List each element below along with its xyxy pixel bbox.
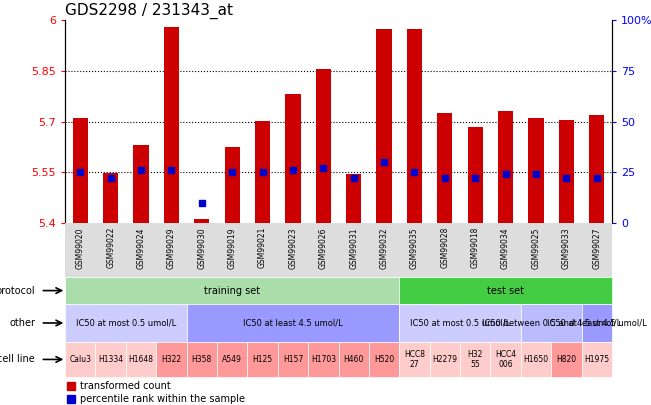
Text: H1334: H1334 [98,355,123,364]
Bar [187,304,399,342]
Text: GSM99033: GSM99033 [562,227,571,269]
Bar [278,342,308,377]
Bar [164,27,179,223]
Bar [339,342,369,377]
Text: GSM99018: GSM99018 [471,227,480,269]
Text: IC50 between 0.5 and 4.5 umol/L: IC50 between 0.5 and 4.5 umol/L [482,318,621,328]
Text: GSM99029: GSM99029 [167,227,176,269]
Bar [551,342,581,377]
Text: GSM99024: GSM99024 [137,227,146,269]
Text: test set: test set [487,286,524,296]
Text: GSM99026: GSM99026 [319,227,328,269]
Bar [369,342,399,377]
Bar [407,29,422,223]
Text: H32
55: H32 55 [467,350,483,369]
Text: H125: H125 [253,355,273,364]
Bar [194,220,210,223]
Bar [581,342,612,377]
Bar [346,174,361,223]
Bar [460,342,490,377]
Text: GSM99032: GSM99032 [380,227,389,269]
Bar [217,342,247,377]
Bar [467,127,483,223]
Text: transformed count: transformed count [81,381,171,391]
Text: GSM99022: GSM99022 [106,227,115,269]
Text: H1703: H1703 [311,355,336,364]
Text: GDS2298 / 231343_at: GDS2298 / 231343_at [65,3,233,19]
Text: H820: H820 [557,355,576,364]
Text: H1975: H1975 [584,355,609,364]
Bar [490,342,521,377]
Text: H1648: H1648 [128,355,154,364]
Bar [65,342,96,377]
Text: GSM99034: GSM99034 [501,227,510,269]
Text: GSM99021: GSM99021 [258,227,267,269]
Text: H2279: H2279 [432,355,458,364]
Text: H460: H460 [344,355,364,364]
Text: percentile rank within the sample: percentile rank within the sample [81,394,245,404]
Bar [399,277,612,304]
Text: IC50 at most 0.5 umol/L: IC50 at most 0.5 umol/L [76,318,176,328]
Text: GSM99028: GSM99028 [440,227,449,269]
Bar [559,120,574,223]
Bar [521,342,551,377]
Bar [308,342,339,377]
Text: H358: H358 [191,355,212,364]
Bar [126,342,156,377]
Text: GSM99035: GSM99035 [410,227,419,269]
Text: GSM99019: GSM99019 [228,227,237,269]
Text: H520: H520 [374,355,395,364]
Bar [133,145,148,223]
Text: Calu3: Calu3 [69,355,91,364]
Text: protocol: protocol [0,286,35,296]
Text: H1650: H1650 [523,355,549,364]
Bar [316,69,331,223]
Text: other: other [9,318,35,328]
Text: H322: H322 [161,355,182,364]
Bar [103,173,118,223]
Bar [581,304,612,342]
Bar [399,342,430,377]
Bar [255,122,270,223]
Text: GSM99025: GSM99025 [531,227,540,269]
Text: cell line: cell line [0,354,35,364]
Text: GSM99020: GSM99020 [76,227,85,269]
Bar [437,113,452,223]
Text: IC50 at least 4.5 umol/L: IC50 at least 4.5 umol/L [547,318,646,328]
Bar [521,304,581,342]
Bar [225,147,240,223]
Text: GSM99031: GSM99031 [349,227,358,269]
Text: GSM99023: GSM99023 [288,227,298,269]
Bar [430,342,460,377]
Text: H157: H157 [283,355,303,364]
Text: GSM99027: GSM99027 [592,227,602,269]
Bar [156,342,187,377]
Text: HCC8
27: HCC8 27 [404,350,425,369]
Bar [285,94,301,223]
Bar [65,304,187,342]
Text: A549: A549 [222,355,242,364]
Text: HCC4
006: HCC4 006 [495,350,516,369]
Text: IC50 at most 0.5 umol/L: IC50 at most 0.5 umol/L [410,318,510,328]
Bar [96,342,126,377]
Text: IC50 at least 4.5 umol/L: IC50 at least 4.5 umol/L [243,318,343,328]
Bar [65,277,399,304]
Bar [73,118,88,223]
Bar [187,342,217,377]
Bar [529,118,544,223]
Bar [399,304,521,342]
Text: GSM99030: GSM99030 [197,227,206,269]
Bar [376,29,392,223]
Bar [247,342,278,377]
Bar [589,115,604,223]
Text: training set: training set [204,286,260,296]
Bar [498,111,513,223]
